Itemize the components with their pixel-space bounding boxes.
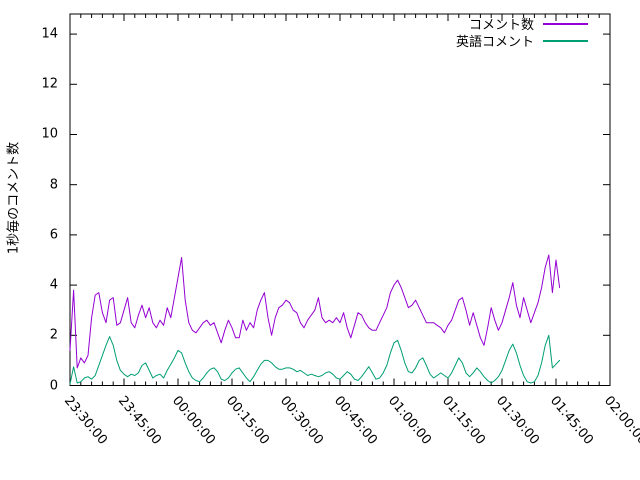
y-tick-label-14: 14 [41,26,58,42]
y-tick-label-6: 6 [49,227,58,243]
x-tick-label-23:30:00: 23:30:00 [61,393,110,447]
x-tick-label-01:30:00: 01:30:00 [493,393,542,447]
x-axis-ticks [69,14,611,386]
x-tick-label-00:15:00: 00:15:00 [223,393,272,447]
legend-item-english-comments: 英語コメント [455,32,588,50]
x-axis-tick-labels: 23:30:00 23:45:00 00:00:00 00:15:00 00:30:00… [61,393,640,447]
y-tick-label-12: 12 [41,76,58,92]
x-tick-label-23:45:00: 23:45:00 [115,393,164,447]
x-tick-label-01:15:00: 01:15:00 [439,393,488,447]
legend-label-english-comments: 英語コメント [455,35,534,50]
x-tick-label-01:00:00: 01:00:00 [385,393,434,447]
legend: コメント数 英語コメント [455,15,588,50]
x-tick-label-01:45:00: 01:45:00 [547,393,596,447]
x-tick-label-00:00:00: 00:00:00 [169,393,218,447]
y-tick-label-0: 0 [49,378,58,393]
legend-item-comments: コメント数 [456,15,588,33]
plot-border [69,13,611,386]
series-line-1 [69,334,561,385]
x-tick-label-00:45:00: 00:45:00 [331,393,380,447]
y-axis-ticks [70,33,610,386]
y-tick-label-10: 10 [41,126,58,142]
x-tick-label-02:00:00: 02:00:00 [601,393,640,447]
y-tick-label-2: 2 [49,327,58,343]
legend-line-english-comments-swatch [543,39,588,42]
y-tick-label-4: 4 [49,277,58,293]
legend-label-comments: コメント数 [468,18,534,33]
series-line-0 [69,254,561,369]
y-axis-title: 1秒毎のコメント数 [6,141,22,255]
legend-line-comments-swatch [543,22,588,25]
x-tick-label-00:30:00: 00:30:00 [277,393,326,447]
y-tick-label-8: 8 [49,177,58,193]
